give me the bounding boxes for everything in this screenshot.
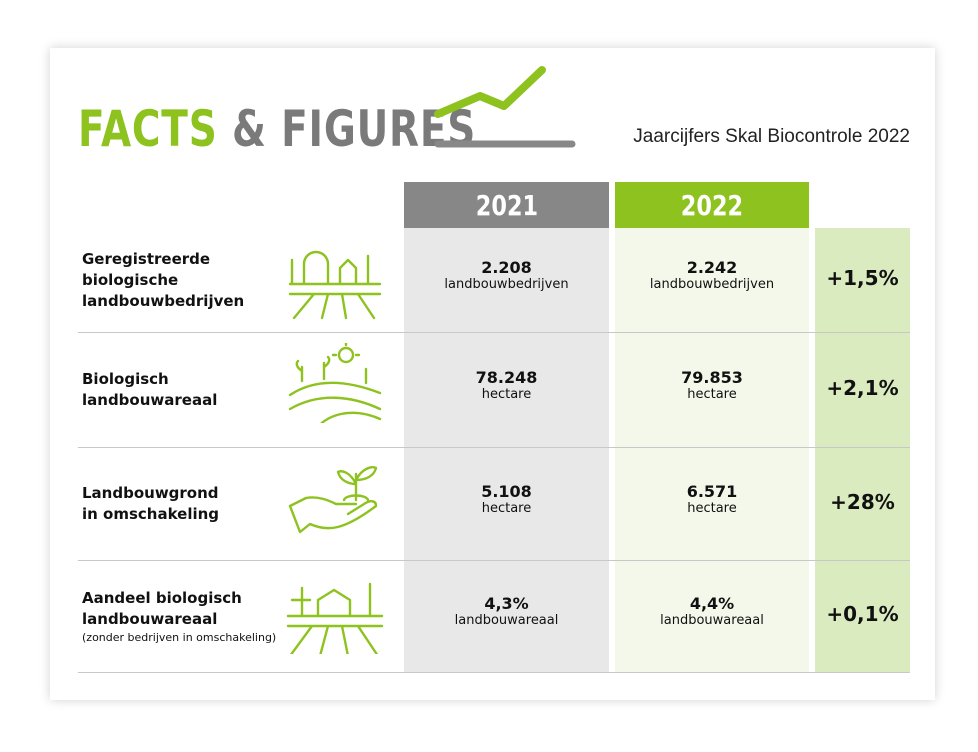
hand-icon <box>288 466 378 534</box>
col-header: 2022 <box>615 182 809 228</box>
cell-unit: hectare <box>687 386 737 402</box>
row-label: Biologisch landbouwareaal <box>82 369 217 411</box>
cell: 6.571 hectare <box>615 482 809 516</box>
change: +28% <box>830 489 895 514</box>
cell: 4,4% landbouwareaal <box>615 594 809 628</box>
row-label: Geregistreerde biologische landbouwbedrijv… <box>82 249 244 312</box>
change: +2,1% <box>826 375 899 400</box>
title-amp: & <box>231 100 267 158</box>
col-bg-2022 <box>615 228 809 672</box>
row-separator <box>78 447 910 448</box>
cell: 78.248 hectare <box>404 368 609 402</box>
row-label-line: Biologisch <box>82 369 169 388</box>
cell: 2.208 landbouwbedrijven <box>404 258 609 292</box>
cell: 5.108 hectare <box>404 482 609 516</box>
row-separator <box>78 672 910 673</box>
cell-unit: hectare <box>481 500 532 516</box>
col-bg-change <box>815 228 910 672</box>
farmland-icon <box>286 582 384 654</box>
cell: 79.853 hectare <box>615 368 809 402</box>
row-label-line: Aandeel biologisch <box>82 588 242 607</box>
cell-value: 79.853 <box>681 367 743 387</box>
cell-unit: landbouwbedrijven <box>444 277 569 292</box>
row-label-line: landbouwareaal <box>82 609 218 628</box>
cell-unit: landbouwbedrijven <box>649 277 775 292</box>
change: +0,1% <box>826 602 899 626</box>
cell: 2.242 landbouwbedrijven <box>615 258 809 292</box>
row-label-line: landbouwbedrijven <box>82 291 245 310</box>
row-label-line: biologische <box>82 270 179 289</box>
cell-value: 2.242 <box>686 258 738 277</box>
row-label-line: in omschakeling <box>82 504 220 523</box>
col-bg-2021 <box>404 228 609 672</box>
row-label: Aandeel biologisch landbouwareaal (zonder … <box>82 588 276 645</box>
cell-unit: landbouwareaal <box>660 613 764 628</box>
field-icon <box>288 343 382 423</box>
cell-value: 2.208 <box>481 258 532 277</box>
farm-icon <box>288 250 382 320</box>
row-label-line: Landbouwgrond <box>82 483 219 502</box>
row-label: Landbouwgrond in omschakeling <box>82 483 219 525</box>
cell-value: 78.248 <box>475 367 538 387</box>
cell-value: 4,4% <box>689 594 735 613</box>
cell-value: 6.571 <box>686 481 738 501</box>
row-label-line: landbouwareaal <box>82 390 218 409</box>
cell-unit: landbouwareaal <box>454 613 559 628</box>
col-header-text: 2021 <box>475 188 538 222</box>
row-separator <box>78 332 910 333</box>
trend-icon <box>434 66 576 148</box>
cell-unit: hectare <box>687 500 737 516</box>
subtitle: Jaarcijfers Skal Biocontrole 2022 <box>633 126 910 147</box>
cell-unit: hectare <box>481 386 532 402</box>
row-label-line: Geregistreerde <box>82 249 211 268</box>
cell-value: 5.108 <box>481 481 532 501</box>
col-header: 2021 <box>404 182 609 228</box>
col-header-text: 2022 <box>680 188 744 222</box>
title-facts: FACTS <box>78 100 218 158</box>
row-separator <box>78 560 910 561</box>
change: +1,5% <box>826 266 899 290</box>
title: FACTS & FIGURES <box>78 100 476 158</box>
cell-value: 4,3% <box>484 594 529 613</box>
row-note: (zonder bedrijven in omschakeling) <box>82 630 277 644</box>
cell: 4,3% landbouwareaal <box>404 594 609 628</box>
